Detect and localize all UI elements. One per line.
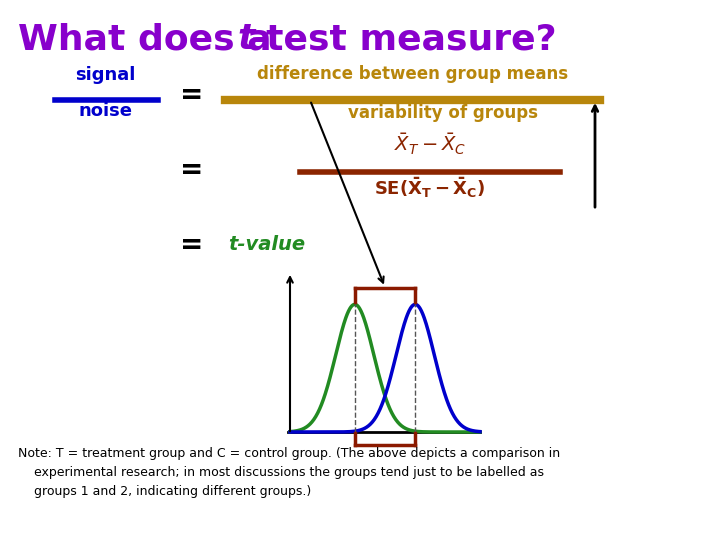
Text: =: = <box>180 156 204 184</box>
Text: $\mathit{\bar{X}_T - \bar{X}_C}$: $\mathit{\bar{X}_T - \bar{X}_C}$ <box>394 132 466 157</box>
Text: =: = <box>180 81 204 109</box>
Text: -test measure?: -test measure? <box>251 22 557 56</box>
Text: What does a: What does a <box>18 22 284 56</box>
Text: difference between group means: difference between group means <box>257 65 568 83</box>
Text: =: = <box>180 231 204 259</box>
Text: Note: T = treatment group and C = control group. (The above depicts a comparison: Note: T = treatment group and C = contro… <box>18 447 560 498</box>
Text: t-value: t-value <box>228 235 305 254</box>
Text: signal: signal <box>75 66 135 84</box>
Text: variability of groups: variability of groups <box>348 104 538 122</box>
Text: $\mathbf{SE(\bar{X}_T - \bar{X}_C)}$: $\mathbf{SE(\bar{X}_T - \bar{X}_C)}$ <box>374 176 485 200</box>
Text: t: t <box>237 22 254 56</box>
Text: noise: noise <box>78 102 132 120</box>
